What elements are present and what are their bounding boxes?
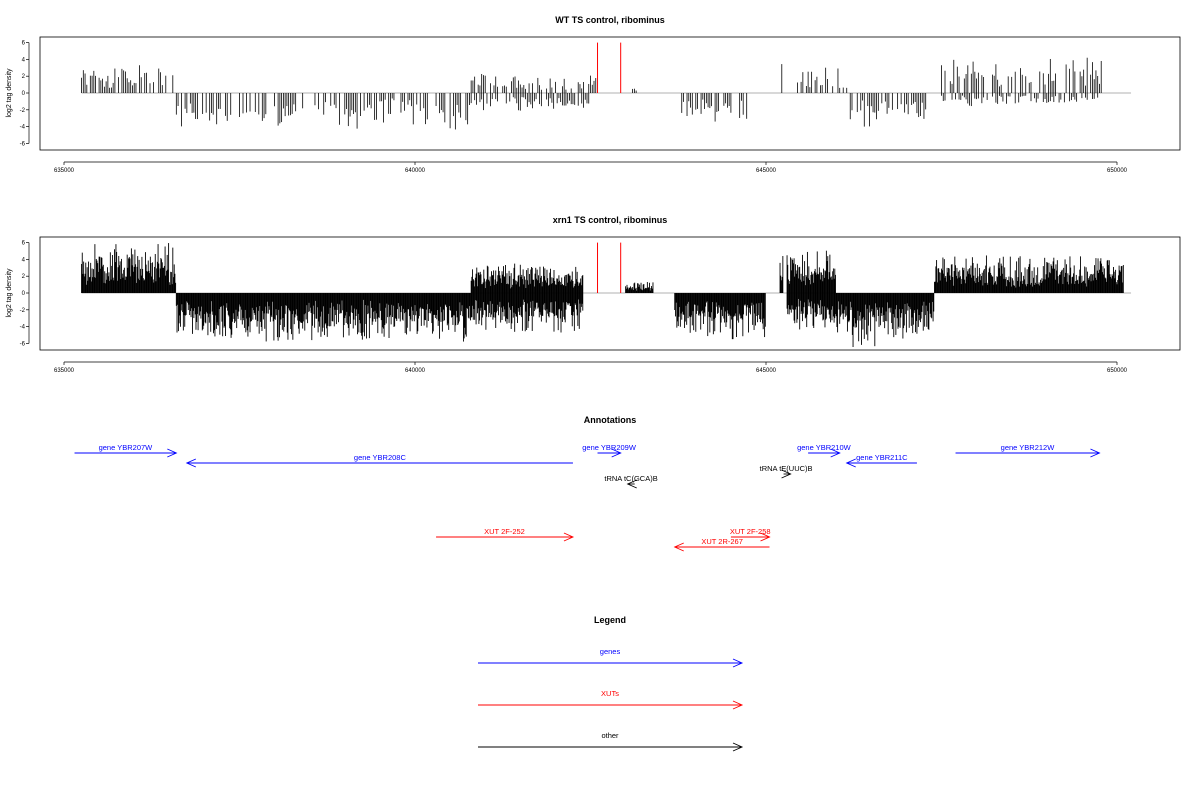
x-ticks-xrn1: 635000 640000 645000 650000 bbox=[54, 361, 1128, 374]
y-axis-label-xrn1: log2 tag density bbox=[6, 268, 13, 318]
legend-label: XUTs bbox=[601, 689, 619, 698]
plot-frame-xrn1 bbox=[39, 236, 1181, 351]
x-tick-label: 650000 bbox=[1107, 368, 1128, 374]
panel-xrn1: xrn1 TS control, ribominus log2 tag dens… bbox=[6, 215, 1181, 374]
annotation-feature: XUT 2R-267 bbox=[673, 537, 770, 552]
y-tick-label: 2 bbox=[22, 74, 26, 80]
annotation-feature: gene YBR211C bbox=[845, 453, 917, 468]
annotation-label: gene YBR208C bbox=[354, 453, 407, 462]
x-tick-label: 640000 bbox=[405, 168, 426, 174]
y-ticks-wt: 6 4 2 0 -2 -4 -6 bbox=[20, 41, 30, 147]
data-bars-xrn1 bbox=[81, 242, 1132, 347]
y-tick-label: 6 bbox=[22, 241, 26, 247]
x-tick-label: 635000 bbox=[54, 368, 75, 374]
x-tick-label: 645000 bbox=[756, 368, 777, 374]
annotation-label: gene YBR212W bbox=[1001, 443, 1056, 452]
x-tick-label: 635000 bbox=[54, 168, 75, 174]
data-bars-wt bbox=[81, 42, 1132, 130]
y-tick-label: -2 bbox=[20, 108, 26, 114]
y-ticks-xrn1: 6 4 2 0 -2 -4 -6 bbox=[20, 241, 30, 347]
y-tick-label: 0 bbox=[22, 291, 26, 297]
legend-entry: XUTs bbox=[478, 689, 744, 710]
annotation-label: gene YBR211C bbox=[856, 453, 908, 462]
y-tick-label: -6 bbox=[20, 341, 26, 347]
annotation-label: XUT 2R-267 bbox=[701, 537, 743, 546]
annotation-feature: XUT 2F-252 bbox=[436, 527, 575, 542]
panel-wt: WT TS control, ribominus log2 tag densit… bbox=[6, 15, 1181, 174]
annotation-feature: tRNA tC(GCA)B bbox=[604, 474, 658, 489]
y-tick-label: 4 bbox=[22, 57, 26, 63]
legend-label: genes bbox=[600, 647, 621, 656]
x-tick-label: 640000 bbox=[405, 368, 426, 374]
y-tick-label: -4 bbox=[20, 325, 26, 331]
annotation-label: tRNA tC(GCA)B bbox=[604, 474, 657, 483]
legend: Legend genes XUTs other bbox=[478, 615, 744, 752]
y-axis-label-wt: log2 tag density bbox=[6, 68, 13, 118]
y-tick-label: -6 bbox=[20, 141, 26, 147]
legend-entry: other bbox=[478, 731, 744, 752]
legend-title: Legend bbox=[594, 615, 626, 625]
y-tick-label: -4 bbox=[20, 125, 26, 131]
y-tick-label: 4 bbox=[22, 257, 26, 263]
y-tick-label: -2 bbox=[20, 308, 26, 314]
annotation-feature: gene YBR209W bbox=[582, 443, 637, 458]
annotation-feature: gene YBR210W bbox=[797, 443, 852, 458]
legend-entry: genes bbox=[478, 647, 744, 668]
annotation-label: tRNA tE(UUC)B bbox=[760, 464, 813, 473]
annotation-label: gene YBR209W bbox=[582, 443, 637, 452]
annotation-feature: XUT 2F-258 bbox=[730, 527, 771, 542]
annotation-label: XUT 2F-258 bbox=[730, 527, 771, 536]
y-tick-label: 0 bbox=[22, 91, 26, 97]
annotation-label: gene YBR207W bbox=[99, 443, 154, 452]
annotation-feature: tRNA tE(UUC)B bbox=[760, 464, 813, 479]
x-tick-label: 650000 bbox=[1107, 168, 1128, 174]
annotations-title: Annotations bbox=[584, 415, 637, 425]
annotation-label: gene YBR210W bbox=[797, 443, 852, 452]
annotation-features: gene YBR207W gene YBR208C gene YBR209W gene… bbox=[74, 443, 1101, 552]
x-ticks-wt: 635000 640000 645000 650000 bbox=[54, 161, 1128, 174]
y-tick-label: 2 bbox=[22, 274, 26, 280]
annotation-feature: gene YBR212W bbox=[955, 443, 1101, 458]
panel-title-wt: WT TS control, ribominus bbox=[555, 15, 665, 25]
legend-label: other bbox=[601, 731, 619, 740]
y-tick-label: 6 bbox=[22, 41, 26, 47]
legend-entries: genes XUTs other bbox=[478, 647, 744, 752]
panel-title-xrn1: xrn1 TS control, ribominus bbox=[553, 215, 668, 225]
plot-frame-wt bbox=[39, 36, 1181, 151]
annotation-feature: gene YBR208C bbox=[185, 453, 573, 468]
x-tick-label: 645000 bbox=[756, 168, 777, 174]
annotation-label: XUT 2F-252 bbox=[484, 527, 525, 536]
annotation-feature: gene YBR207W bbox=[74, 443, 178, 458]
